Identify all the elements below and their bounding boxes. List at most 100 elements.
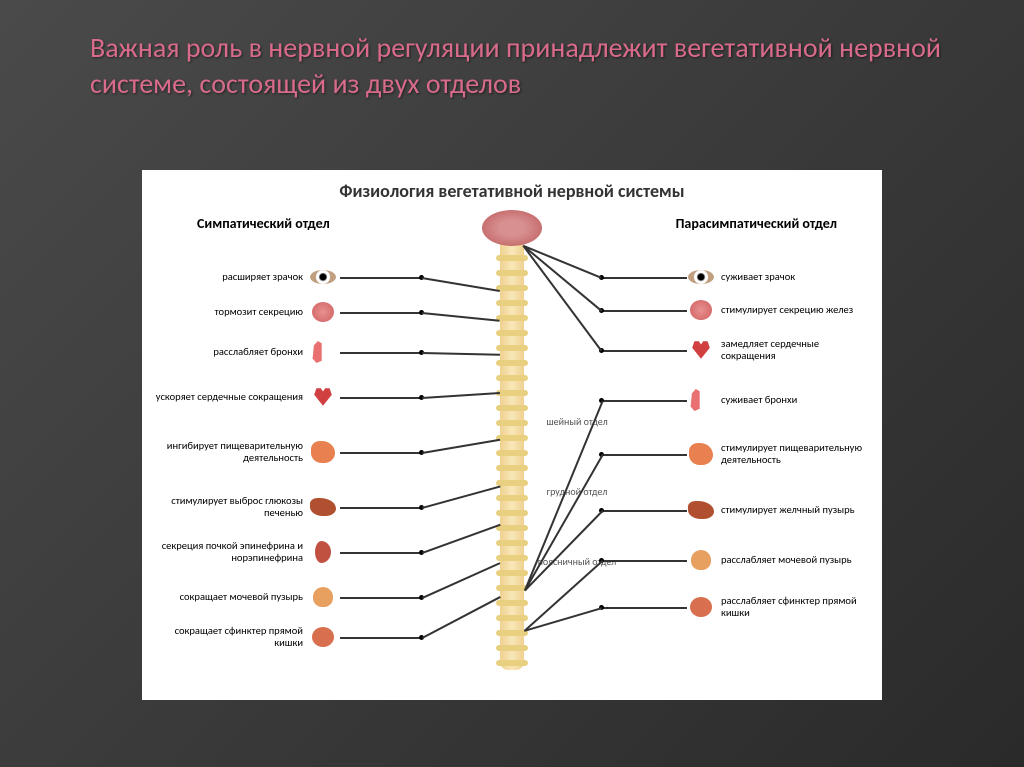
connector	[422, 596, 501, 638]
parasympathetic-item: стимулирует секрецию желез	[687, 298, 876, 322]
heart-icon	[690, 339, 712, 361]
slide-title: Важная роль в нервной регуляции принадле…	[0, 0, 1024, 113]
connector	[340, 507, 422, 509]
bladder-icon	[691, 550, 711, 570]
organ-icon	[309, 385, 337, 409]
connector	[602, 400, 687, 402]
connector	[602, 560, 687, 562]
connector	[422, 392, 500, 398]
item-label: сокращает мочевой пузырь	[148, 591, 309, 603]
parasympathetic-item: стимулирует желчный пузырь	[687, 498, 876, 522]
organ-icon	[687, 265, 715, 289]
bladder-icon	[313, 587, 333, 607]
connector	[602, 310, 687, 312]
item-label: стимулирует секрецию желез	[715, 304, 876, 316]
organ-icon	[687, 298, 715, 322]
connector	[602, 277, 687, 279]
connector	[340, 277, 422, 279]
organ-icon	[309, 300, 337, 324]
connector	[422, 352, 500, 355]
gut-icon	[690, 597, 712, 617]
organ-icon	[309, 440, 337, 464]
spinal-cord	[500, 225, 524, 670]
item-label: стимулирует желчный пузырь	[715, 504, 876, 516]
connector	[602, 510, 687, 512]
organ-icon	[687, 442, 715, 466]
slide: Важная роль в нервной регуляции принадле…	[0, 0, 1024, 767]
sympathetic-item: расслабляет бронхи	[148, 340, 337, 364]
item-label: замедляет сердечные сокращения	[715, 338, 876, 361]
sympathetic-item: расширяет зрачок	[148, 265, 337, 289]
connector	[602, 607, 687, 609]
liver-icon	[688, 501, 714, 519]
connector	[340, 397, 422, 399]
lungs-icon	[688, 389, 714, 411]
connector	[422, 277, 500, 291]
connector	[422, 486, 500, 509]
organ-icon	[687, 338, 715, 362]
brain-icon	[482, 210, 542, 246]
spine-label: шейный отдел	[537, 415, 617, 428]
item-label: ингибирует пищеварительную деятельность	[148, 440, 309, 463]
parasympathetic-item: расслабляет мочевой пузырь	[687, 548, 876, 572]
organ-icon	[309, 265, 337, 289]
gland-icon	[312, 302, 334, 322]
connector	[602, 454, 687, 456]
item-label: секреция почкой эпинефрина и норэпинефри…	[148, 540, 309, 563]
sympathetic-item: тормозит секрецию	[148, 300, 337, 324]
connector	[340, 552, 422, 554]
organ-icon	[687, 388, 715, 412]
sympathetic-item: секреция почкой эпинефрина и норэпинефри…	[148, 540, 337, 564]
organ-icon	[309, 625, 337, 649]
connector	[422, 562, 501, 598]
connector	[602, 350, 687, 352]
item-label: расслабляет бронхи	[148, 346, 309, 358]
item-label: ускоряет сердечные сокращения	[148, 391, 309, 403]
parasympathetic-item: замедляет сердечные сокращения	[687, 338, 876, 362]
parasympathetic-item: стимулирует пищеварительную деятельность	[687, 442, 876, 466]
item-label: тормозит секрецию	[148, 306, 309, 318]
connector	[422, 439, 500, 454]
item-label: стимулирует пищеварительную деятельность	[715, 442, 876, 465]
sympathetic-item: сокращает сфинктер прямой кишки	[148, 625, 337, 649]
eye-icon	[688, 270, 714, 284]
sympathetic-item: ускоряет сердечные сокращения	[148, 385, 337, 409]
item-label: расширяет зрачок	[148, 271, 309, 283]
item-label: расслабляет сфинктер прямой кишки	[715, 595, 876, 618]
sympathetic-title: Симпатический отдел	[197, 215, 330, 232]
stomach-icon	[689, 443, 713, 465]
item-label: стимулирует выброс глюкозы печенью	[148, 495, 309, 518]
sympathetic-item: ингибирует пищеварительную деятельность	[148, 440, 337, 464]
parasympathetic-item: суживает зрачок	[687, 265, 876, 289]
item-label: расслабляет мочевой пузырь	[715, 554, 876, 566]
organ-icon	[309, 585, 337, 609]
connector	[340, 312, 422, 314]
parasympathetic-item: суживает бронхи	[687, 388, 876, 412]
kidney-icon	[315, 541, 331, 563]
diagram-container: Физиология вегетативной нервной системы …	[142, 170, 882, 700]
connector	[422, 312, 500, 321]
diagram-title: Физиология вегетативной нервной системы	[142, 170, 882, 206]
connector	[340, 452, 422, 454]
parasympathetic-item: расслабляет сфинктер прямой кишки	[687, 595, 876, 619]
sympathetic-item: сокращает мочевой пузырь	[148, 585, 337, 609]
eye-icon	[310, 270, 336, 284]
connector	[523, 245, 602, 311]
sympathetic-item: стимулирует выброс глюкозы печенью	[148, 495, 337, 519]
organ-icon	[687, 498, 715, 522]
item-label: сокращает сфинктер прямой кишки	[148, 625, 309, 648]
gut-icon	[312, 627, 334, 647]
lungs-icon	[310, 341, 336, 363]
heart-icon	[312, 386, 334, 408]
organ-icon	[687, 595, 715, 619]
item-label: суживает зрачок	[715, 271, 876, 283]
organ-icon	[309, 540, 337, 564]
organ-icon	[687, 548, 715, 572]
connector	[422, 524, 501, 554]
ans-diagram: Физиология вегетативной нервной системы …	[142, 170, 882, 700]
item-label: суживает бронхи	[715, 394, 876, 406]
liver-icon	[310, 498, 336, 516]
organ-icon	[309, 495, 337, 519]
connector	[340, 637, 422, 639]
connector	[340, 597, 422, 599]
